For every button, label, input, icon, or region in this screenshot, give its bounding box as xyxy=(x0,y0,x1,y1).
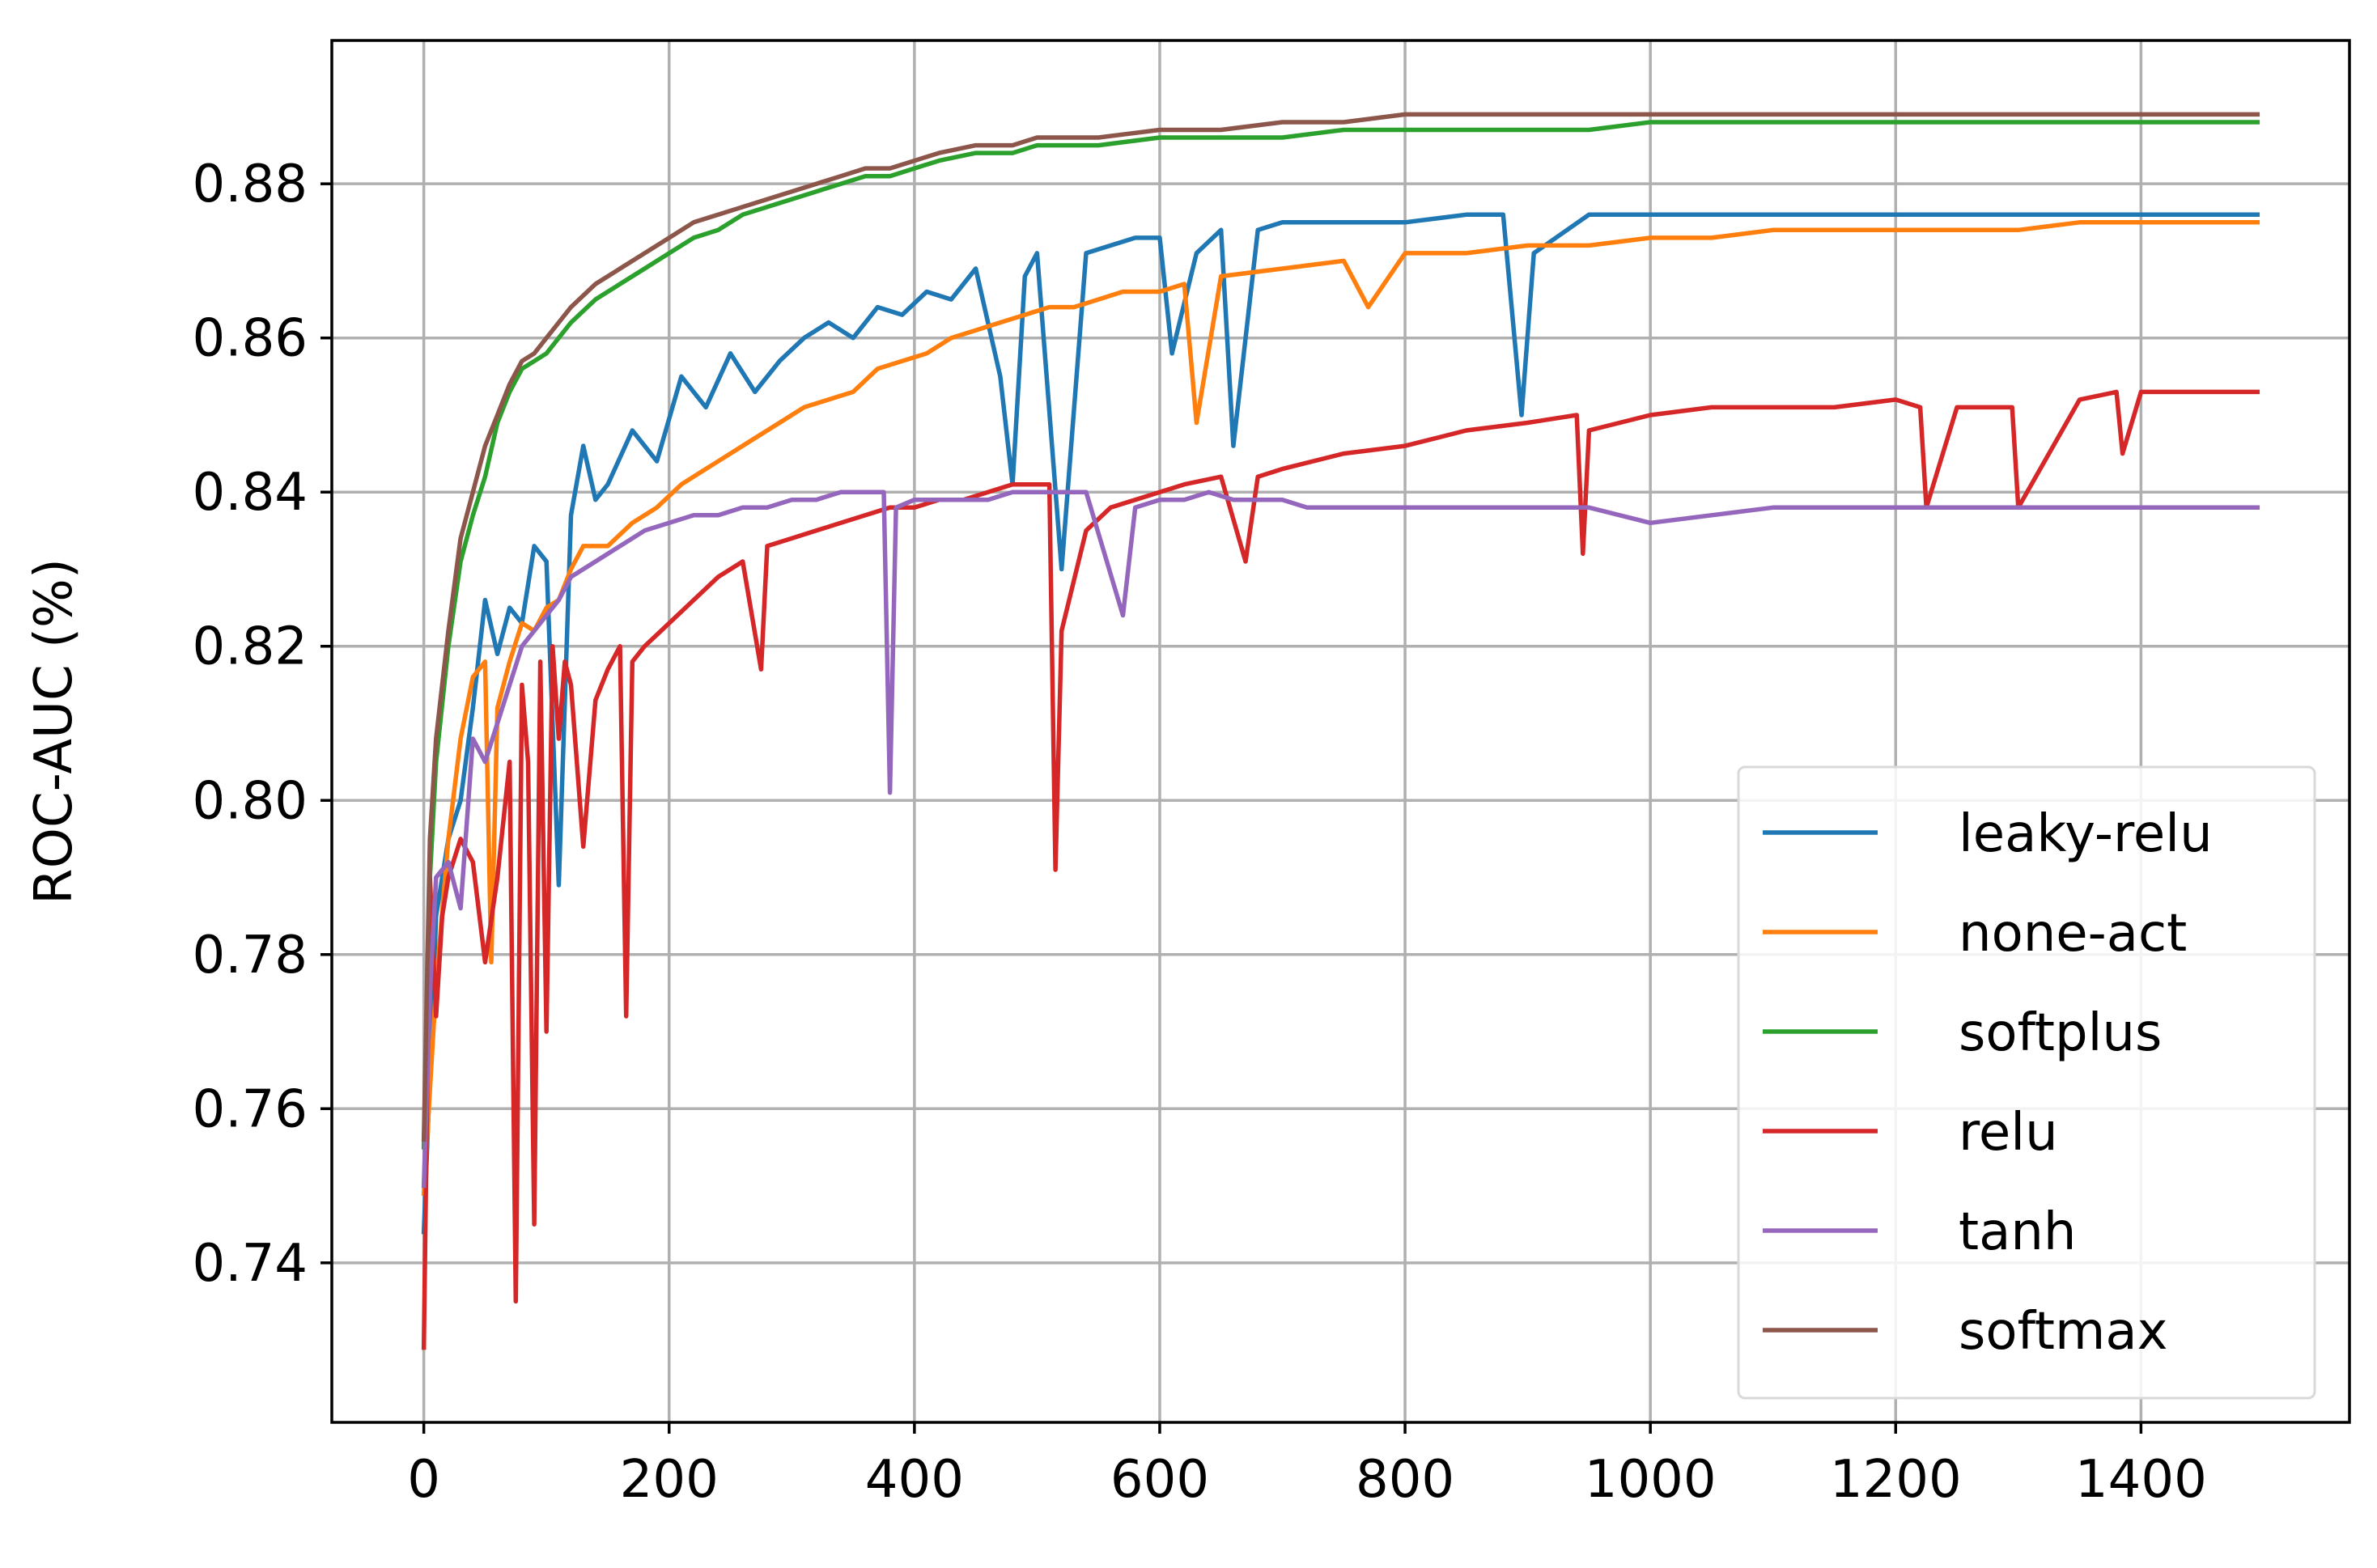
legend-label-tanh: tanh xyxy=(1959,1202,2076,1262)
x-tick-label: 1200 xyxy=(1830,1450,1962,1510)
legend: leaky-relu none-act softplus relu tanh softma… xyxy=(1737,765,2316,1400)
series-line-tanh xyxy=(421,489,2260,1189)
y-tick-label: 0.88 xyxy=(193,155,308,214)
legend-label-softplus: softplus xyxy=(1959,1003,2162,1063)
x-tick-label: 200 xyxy=(620,1450,719,1510)
x-tick-label: 400 xyxy=(865,1450,964,1510)
legend-entries: leaky-relu none-act softplus relu tanh softma… xyxy=(1763,804,2213,1362)
series-layer xyxy=(421,112,2260,1350)
legend-box xyxy=(1737,765,2316,1400)
y-tick-label: 0.82 xyxy=(193,617,308,677)
y-tick-label: 0.84 xyxy=(193,463,308,523)
y-axis-ticks: 0.74 0.76 0.78 0.80 0.82 0.84 0.86 0.88 xyxy=(193,155,332,1294)
x-tick-label: 1400 xyxy=(2075,1450,2207,1510)
legend-label-softmax: softmax xyxy=(1959,1302,2167,1362)
y-tick-label: 0.74 xyxy=(193,1234,308,1294)
series-line-none-act xyxy=(421,220,2260,1197)
legend-label-relu: relu xyxy=(1959,1103,2058,1163)
series-line-softmax xyxy=(421,112,2260,1142)
y-tick-label: 0.78 xyxy=(193,926,308,985)
legend-label-none-act: none-act xyxy=(1959,904,2187,964)
y-tick-label: 0.76 xyxy=(193,1079,308,1139)
y-axis-label: ROC-AUC (%) xyxy=(24,558,84,905)
series-line-softplus xyxy=(421,120,2260,1150)
plot-frame xyxy=(330,39,2351,1424)
x-axis-ticks: 0 200 400 600 800 1000 1200 1400 xyxy=(407,1422,2207,1510)
y-tick-label: 0.86 xyxy=(193,309,308,369)
x-tick-label: 1000 xyxy=(1585,1450,1717,1510)
x-tick-label: 0 xyxy=(407,1450,440,1510)
y-tick-label: 0.80 xyxy=(193,771,308,831)
x-tick-label: 600 xyxy=(1110,1450,1209,1510)
x-tick-label: 800 xyxy=(1356,1450,1454,1510)
legend-label-leaky-relu: leaky-relu xyxy=(1959,804,2213,864)
